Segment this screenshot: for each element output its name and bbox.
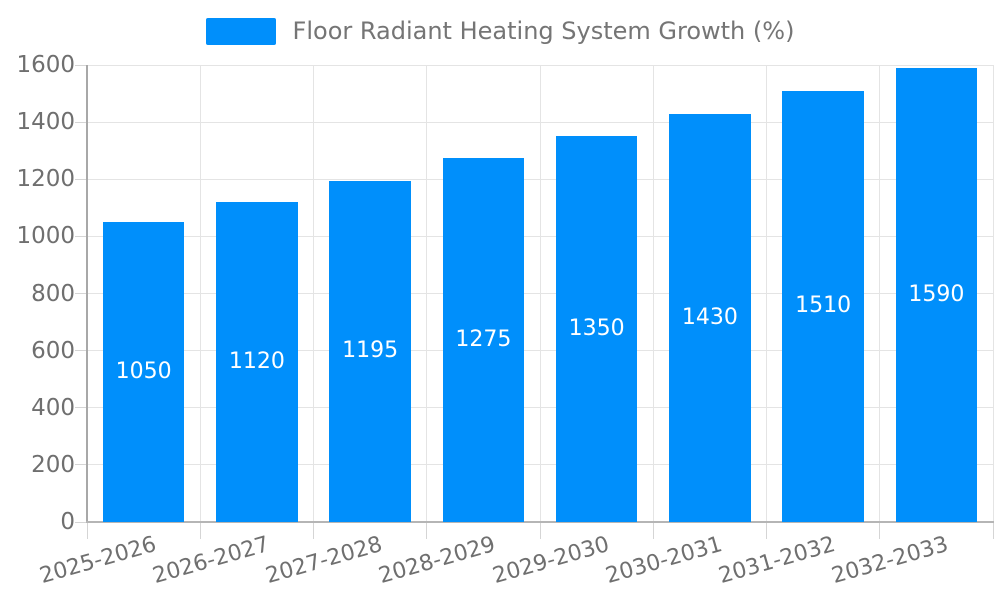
y-tick	[75, 121, 87, 123]
x-tick	[199, 522, 201, 539]
y-tick	[75, 178, 87, 180]
bar-value-label: 1275	[455, 326, 512, 352]
x-tick	[652, 522, 654, 539]
y-tick	[75, 521, 87, 523]
v-gridline	[539, 65, 541, 522]
bar-value-label: 1120	[228, 349, 285, 375]
x-tick	[992, 522, 994, 539]
bar[interactable]	[102, 222, 185, 522]
y-axis-label: 600	[31, 337, 75, 364]
x-tick	[426, 522, 428, 539]
y-tick	[75, 407, 87, 409]
y-axis-label: 1200	[16, 166, 75, 193]
y-axis-line	[86, 65, 88, 523]
x-tick	[539, 522, 541, 539]
x-tick	[879, 522, 881, 539]
bar-value-label: 1430	[681, 304, 738, 330]
v-gridline	[879, 65, 881, 522]
legend-marker[interactable]	[205, 17, 276, 45]
bar-value-label: 1195	[342, 338, 399, 364]
bar[interactable]	[782, 90, 864, 522]
bar[interactable]	[669, 113, 751, 522]
y-tick	[75, 64, 87, 66]
y-axis-label: 0	[60, 509, 75, 535]
y-axis-label: 800	[31, 280, 75, 307]
legend-label[interactable]: Floor Radiant Heating System Growth (%)	[292, 17, 795, 45]
bar-value-label: 1050	[115, 359, 172, 385]
y-tick	[75, 464, 87, 466]
bar[interactable]	[442, 157, 525, 522]
legend: Floor Radiant Heating System Growth (%)	[0, 16, 1000, 46]
v-gridline	[313, 65, 314, 522]
x-tick	[313, 522, 314, 539]
v-gridline	[766, 65, 767, 522]
y-tick	[75, 235, 87, 237]
bar-value-label: 1510	[795, 293, 852, 319]
bar-value-label: 1350	[568, 316, 625, 342]
y-axis-label: 1400	[16, 109, 75, 136]
y-axis-label: 1000	[16, 223, 75, 250]
x-tick	[766, 522, 767, 539]
y-axis-label: 1600	[16, 52, 75, 78]
y-tick	[75, 293, 87, 294]
bar[interactable]	[555, 136, 638, 522]
v-gridline	[652, 65, 654, 522]
bar[interactable]	[216, 202, 298, 522]
x-tick	[86, 522, 88, 539]
bar[interactable]	[895, 67, 978, 522]
v-gridline	[992, 65, 994, 522]
v-gridline	[426, 65, 428, 522]
y-axis-label: 200	[31, 451, 75, 478]
y-tick	[75, 350, 87, 352]
y-axis-label: 400	[31, 394, 75, 421]
x-axis-line	[86, 521, 994, 523]
v-gridline	[199, 65, 201, 522]
bar-value-label: 1590	[908, 281, 965, 307]
bar[interactable]	[329, 180, 411, 522]
